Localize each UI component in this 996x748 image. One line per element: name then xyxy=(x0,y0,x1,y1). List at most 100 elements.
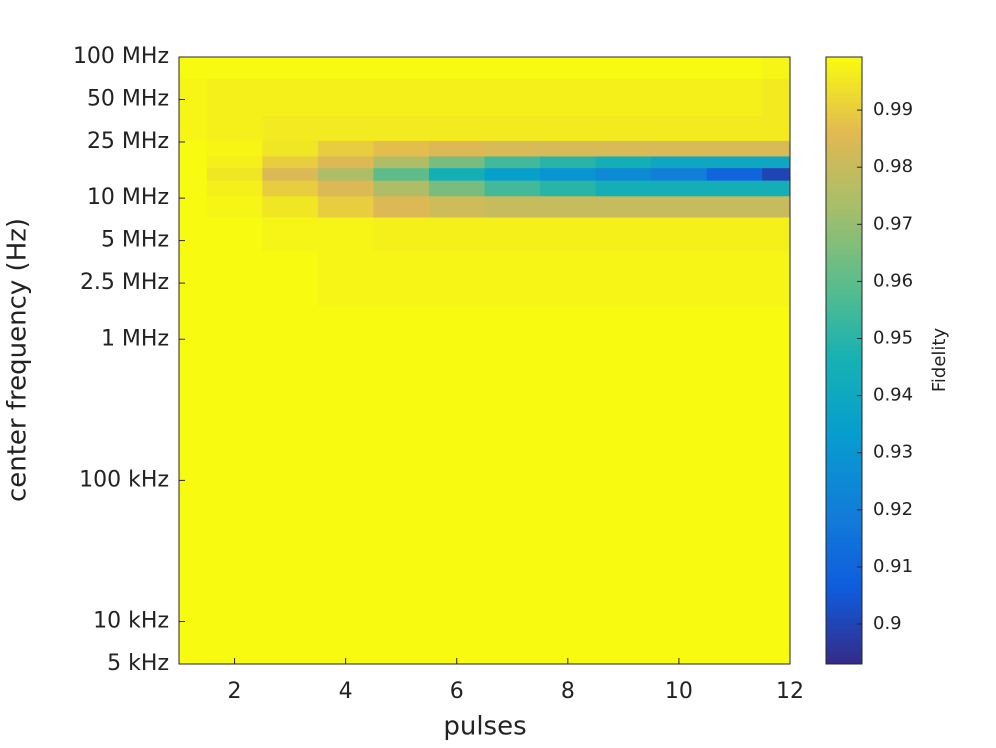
heatmap-cell xyxy=(595,305,652,411)
colorbar-step xyxy=(826,593,862,599)
colorbar-tick-label: 0.96 xyxy=(873,270,913,291)
heatmap-cell xyxy=(484,115,541,141)
colorbar-step xyxy=(826,355,862,361)
colorbar-step xyxy=(826,552,862,559)
heatmap-cell xyxy=(262,195,319,218)
heatmap-cell xyxy=(317,57,374,79)
heatmap-cell xyxy=(540,57,597,79)
heatmap-cell xyxy=(651,550,708,644)
colorbar-step xyxy=(826,142,862,149)
y-tick-label: 10 MHz xyxy=(87,185,169,210)
colorbar-tick-label: 0.95 xyxy=(873,328,913,349)
colorbar-step xyxy=(826,436,862,442)
colorbar-step xyxy=(826,406,862,412)
heatmap-cell xyxy=(179,155,208,169)
heatmap-cell xyxy=(484,642,541,665)
colorbar-step xyxy=(826,132,862,139)
colorbar-step xyxy=(826,633,862,640)
heatmap-cell xyxy=(262,305,319,411)
heatmap-cell xyxy=(484,195,541,218)
colorbar-step xyxy=(826,456,862,463)
colorbar-step xyxy=(826,426,862,432)
colorbar-step xyxy=(826,97,862,104)
heatmap-cell xyxy=(540,180,597,197)
heatmap-cell xyxy=(179,115,208,141)
colorbar-step xyxy=(826,385,862,392)
colorbar-step xyxy=(826,264,862,270)
colorbar-step xyxy=(826,325,862,331)
heatmap xyxy=(179,57,791,665)
colorbar-step xyxy=(826,370,862,377)
colorbar-step xyxy=(826,400,862,407)
heatmap-cell xyxy=(706,115,763,141)
x-tick-label: 6 xyxy=(450,679,464,704)
heatmap-cell xyxy=(595,57,652,79)
colorbar-step xyxy=(826,395,862,402)
colorbar-step xyxy=(826,218,862,225)
heatmap-cell xyxy=(651,409,708,552)
colorbar-step xyxy=(826,168,862,174)
heatmap-cell xyxy=(428,57,485,79)
heatmap-cell xyxy=(762,305,791,411)
colorbar-tick-label: 0.99 xyxy=(873,99,913,120)
colorbar-step xyxy=(826,517,862,523)
heatmap-cell xyxy=(317,305,374,411)
colorbar-step xyxy=(826,208,862,215)
heatmap-cell xyxy=(540,155,597,169)
colorbar-step xyxy=(826,340,862,346)
heatmap-cell xyxy=(179,250,208,307)
colorbar-step xyxy=(826,537,862,544)
heatmap-cell xyxy=(206,57,263,79)
colorbar-step xyxy=(826,497,862,503)
colorbar-step xyxy=(826,304,862,311)
heatmap-cell xyxy=(540,195,597,218)
heatmap-cell xyxy=(317,167,374,181)
colorbar-step xyxy=(826,148,862,154)
heatmap-cell xyxy=(651,305,708,411)
colorbar-tick-label: 0.92 xyxy=(873,499,913,520)
heatmap-cell xyxy=(179,167,208,181)
heatmap-cell xyxy=(428,642,485,665)
heatmap-cell xyxy=(373,409,430,552)
heatmap-cell xyxy=(206,155,263,169)
heatmap-cell xyxy=(206,180,263,197)
y-tick-label: 100 kHz xyxy=(79,467,169,492)
colorbar-tick-label: 0.94 xyxy=(873,385,913,406)
heatmap-cell xyxy=(373,550,430,644)
heatmap-cell xyxy=(262,217,319,252)
heatmap-cell xyxy=(373,305,430,411)
colorbar-step xyxy=(826,330,862,336)
colorbar-step xyxy=(826,360,862,367)
heatmap-cell xyxy=(651,167,708,181)
heatmap-cell xyxy=(262,642,319,665)
colorbar-step xyxy=(826,471,862,478)
heatmap-cell xyxy=(540,167,597,181)
colorbar-step xyxy=(826,72,862,78)
colorbar-step xyxy=(826,608,862,614)
heatmap-cell xyxy=(262,155,319,169)
heatmap-cell xyxy=(595,409,652,552)
colorbar-step xyxy=(826,350,862,356)
colorbar-tick-label: 0.91 xyxy=(873,556,913,577)
x-tick-label: 2 xyxy=(228,679,242,704)
heatmap-cell xyxy=(484,550,541,644)
heatmap-cell xyxy=(706,250,763,307)
heatmap-cell xyxy=(206,305,263,411)
colorbar-step xyxy=(826,583,862,589)
heatmap-cell xyxy=(595,250,652,307)
heatmap-cell xyxy=(179,180,208,197)
colorbar-step xyxy=(826,198,862,205)
heatmap-cell xyxy=(317,642,374,665)
y-axis-label: center frequency (Hz) xyxy=(3,218,33,502)
heatmap-cell xyxy=(762,409,791,552)
colorbar-step xyxy=(826,421,862,427)
colorbar-step xyxy=(826,183,862,190)
colorbar-step xyxy=(826,284,862,291)
heatmap-cell xyxy=(317,250,374,307)
heatmap-cell xyxy=(373,115,430,141)
colorbar-step xyxy=(826,314,862,321)
heatmap-cell xyxy=(317,78,374,116)
colorbar-step xyxy=(826,618,862,625)
colorbar-step xyxy=(826,77,862,83)
colorbar-step xyxy=(826,588,862,594)
